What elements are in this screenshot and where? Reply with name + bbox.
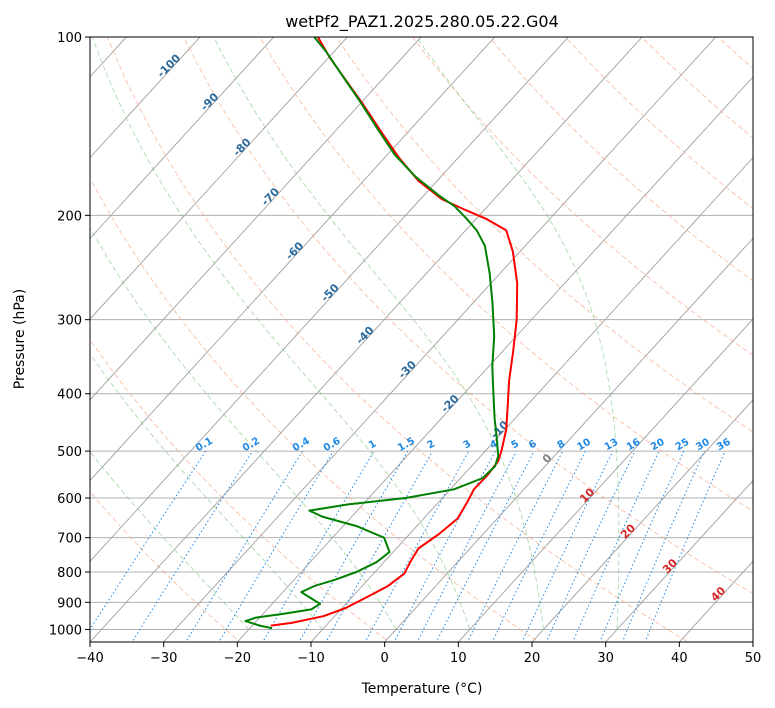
mixing-ratio-line <box>521 450 614 642</box>
moist-adiabat-line <box>90 451 250 630</box>
mixing-ratio-label: 2 <box>425 438 437 451</box>
moist-adiabats <box>90 37 620 630</box>
y-axis-label: Pressure (hPa) <box>12 289 28 389</box>
dry-adiabats <box>90 37 753 642</box>
isotherm-line <box>605 479 753 642</box>
x-tick-label: −30 <box>150 651 177 666</box>
mixing-ratio-line <box>416 450 517 642</box>
x-tick-label: 50 <box>745 651 762 666</box>
y-axis: 100 200 300 400 500 600 700 800 900 1000 <box>49 31 90 638</box>
y-tick-label: 200 <box>57 209 82 224</box>
mixing-ratio-label: 4 <box>488 438 500 451</box>
mixing-ratio-label: 8 <box>556 438 568 451</box>
y-tick-label: 100 <box>57 31 82 46</box>
mixing-ratio-line <box>218 450 334 642</box>
moist-adiabat-line <box>416 37 620 630</box>
isotherm-line <box>384 237 753 642</box>
dry-adiabat-line <box>90 490 241 642</box>
dry-adiabat-line <box>259 37 753 512</box>
sounding-series <box>244 37 519 630</box>
isotherm-line <box>90 37 275 240</box>
y-tick-label: 600 <box>57 492 82 507</box>
dry-adiabat-line <box>183 37 753 595</box>
x-tick-label: −40 <box>76 651 103 666</box>
mixing-ratio-label: 6 <box>527 438 539 451</box>
mixing-ratio-line <box>131 450 254 642</box>
isotherm-line <box>90 37 201 159</box>
moist-adiabat-line <box>213 37 544 630</box>
y-tick-label: 1000 <box>49 623 82 638</box>
chart-title: wetPf2_PAZ1.2025.280.05.22.G04 <box>285 12 559 32</box>
plot-frame <box>89 36 754 643</box>
x-axis: −40 −30 −20 −10 0 10 20 30 40 50 <box>76 642 761 666</box>
dewpoint-profile-line <box>244 37 500 630</box>
isotherm-line <box>90 37 422 401</box>
x-tick-label: 0 <box>381 651 389 666</box>
isotherm-line <box>90 37 496 482</box>
y-tick-label: 300 <box>57 314 82 329</box>
moist-adiabat-line <box>91 37 471 630</box>
dry-adiabat-line <box>90 177 540 642</box>
mixing-ratio-label: 3 <box>462 438 474 451</box>
x-tick-label: −10 <box>297 651 324 666</box>
x-tick-label: 40 <box>671 651 688 666</box>
y-tick-label: 900 <box>57 596 82 611</box>
mixing-ratio-line <box>599 450 685 642</box>
x-tick-label: 30 <box>597 651 614 666</box>
mixing-ratio-line <box>644 450 726 642</box>
x-tick-label: −20 <box>224 651 251 666</box>
mixing-ratio-line <box>621 450 705 642</box>
isotherm-line <box>310 156 753 642</box>
isotherm-line <box>90 37 569 562</box>
x-tick-label: 20 <box>524 651 541 666</box>
y-tick-label: 500 <box>57 445 82 460</box>
mixing-ratio-label: 5 <box>509 438 521 451</box>
isotherm-line <box>90 37 643 642</box>
x-tick-label: 10 <box>450 651 467 666</box>
dry-adiabat-line <box>106 37 690 642</box>
mixing-ratio-line <box>262 450 375 642</box>
dry-adiabat-line <box>90 338 391 642</box>
isotherm-line <box>236 76 753 642</box>
mixing-ratio-line <box>491 450 586 642</box>
isotherm-line <box>90 37 348 320</box>
dry-adiabat-line <box>412 37 753 356</box>
mixing-ratio-line <box>298 450 409 642</box>
mixing-ratio-line <box>364 450 470 642</box>
y-tick-label: 700 <box>57 532 82 547</box>
mixing-ratio-line <box>90 450 207 631</box>
isotherm-line <box>163 37 717 642</box>
mixing-ratio-line <box>572 450 660 642</box>
y-tick-label: 400 <box>57 388 82 403</box>
moist-adiabat-line <box>90 226 397 630</box>
mixing-ratio-label: 1 <box>367 438 379 451</box>
y-tick-label: 800 <box>57 566 82 581</box>
isotherm-line <box>457 318 753 642</box>
mixing-ratio-line <box>185 450 304 642</box>
x-axis-label: Temperature (°C) <box>361 681 483 697</box>
